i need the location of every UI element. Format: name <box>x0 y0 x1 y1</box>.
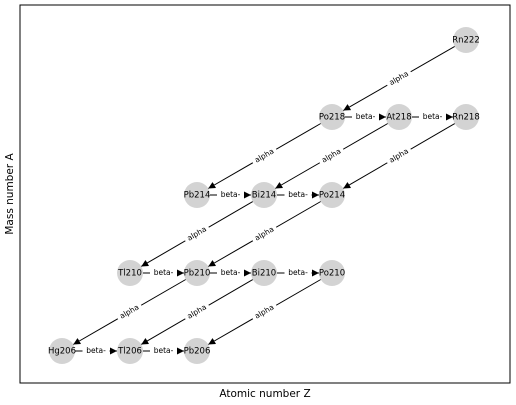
edge-label-bg <box>115 300 144 324</box>
node <box>319 260 345 286</box>
node-label: Pb210 <box>184 269 211 279</box>
edge-label-bg <box>284 268 312 278</box>
node <box>184 260 210 286</box>
nodes: Rn222 Po218 At218 Rn218 Pb214 Bi214 Po214 Tl210… <box>48 27 480 364</box>
edge-label-bg <box>384 144 414 168</box>
edge-label: beta- <box>288 190 308 199</box>
node-label: Tl206 <box>117 347 142 357</box>
node <box>319 104 345 130</box>
edge-label: alpha <box>387 69 410 87</box>
edge-label: beta- <box>356 112 376 121</box>
y-axis-label: Mass number A <box>4 153 16 235</box>
node <box>453 27 479 53</box>
edge-label-group: alpha <box>182 222 212 246</box>
edge-label-group: alpha <box>250 144 279 168</box>
edge-label-bg <box>217 268 244 278</box>
edge-label-bg <box>250 300 279 324</box>
edge-label-group: beta- <box>419 112 446 122</box>
edge-label: alpha <box>387 146 410 164</box>
edge-label-bg <box>250 222 279 246</box>
node <box>117 260 143 286</box>
node-label: Pb214 <box>184 191 211 201</box>
edge-label: alpha <box>253 146 276 164</box>
edge-label-bg <box>317 144 346 168</box>
edge-label: beta- <box>221 268 241 277</box>
node-label: Po214 <box>319 191 345 201</box>
node-label: Po210 <box>319 269 345 279</box>
node <box>184 182 210 208</box>
node-label: Tl210 <box>117 269 142 279</box>
node-label: Bi210 <box>252 269 276 279</box>
edge-label: beta- <box>221 190 241 199</box>
edge-label: beta- <box>86 346 106 355</box>
edge-label: beta- <box>154 346 174 355</box>
edge-label: beta- <box>288 268 308 277</box>
node <box>184 338 210 364</box>
edge-label-bg <box>182 222 212 246</box>
edge-label-group: alpha <box>250 222 279 246</box>
node-label: At218 <box>386 113 411 123</box>
node <box>251 182 277 208</box>
node <box>453 104 479 130</box>
edge-label-group: alpha <box>115 300 144 324</box>
edge-label-group: beta- <box>150 268 177 278</box>
node <box>117 338 143 364</box>
edge-label-bg <box>352 112 379 122</box>
edge-label-group: alpha <box>182 300 212 324</box>
node-label: Hg206 <box>48 347 76 357</box>
edge-label: alpha <box>185 302 208 320</box>
node <box>251 260 277 286</box>
edge-label-group: beta- <box>217 268 244 278</box>
edge-label-bg <box>250 144 279 168</box>
node-label: Po218 <box>319 113 345 123</box>
frame <box>19 4 511 384</box>
edge-label-bg <box>82 346 110 356</box>
node-label: Bi214 <box>252 191 276 201</box>
edge-label-group: beta- <box>284 190 312 200</box>
node <box>49 338 75 364</box>
edge-label: alpha <box>253 302 276 320</box>
edge-label-bg <box>419 112 446 122</box>
edge-label: alpha <box>185 224 208 242</box>
edge-label: alpha <box>118 302 141 320</box>
edge-label-group: alpha <box>384 144 414 168</box>
node <box>386 104 412 130</box>
node <box>319 182 345 208</box>
edge-label-group: beta- <box>284 268 312 278</box>
edge-label-group: beta- <box>82 346 110 356</box>
edge-label: beta- <box>423 112 443 121</box>
x-axis-label: Atomic number Z <box>219 388 310 400</box>
edge-label-bg <box>150 346 177 356</box>
node-label: Rn218 <box>452 113 480 123</box>
edge-label-group: alpha <box>384 67 414 90</box>
edge-label-bg <box>217 190 244 200</box>
edge-label-group: beta- <box>217 190 244 200</box>
node-label: Pb206 <box>184 347 211 357</box>
edge-label-bg <box>150 268 177 278</box>
edge-label-group: beta- <box>150 346 177 356</box>
edge-label: alpha <box>320 146 343 164</box>
node-label: Rn222 <box>452 36 480 46</box>
edge-label-group: beta- <box>352 112 379 122</box>
edge-label-group: alpha <box>317 144 346 168</box>
edge-label: alpha <box>253 224 276 242</box>
edge-label-bg <box>384 67 414 90</box>
edge-label-bg <box>182 300 212 324</box>
edge-label-group: alpha <box>250 300 279 324</box>
edge-label-bg <box>284 190 312 200</box>
edge-label: beta- <box>154 268 174 277</box>
